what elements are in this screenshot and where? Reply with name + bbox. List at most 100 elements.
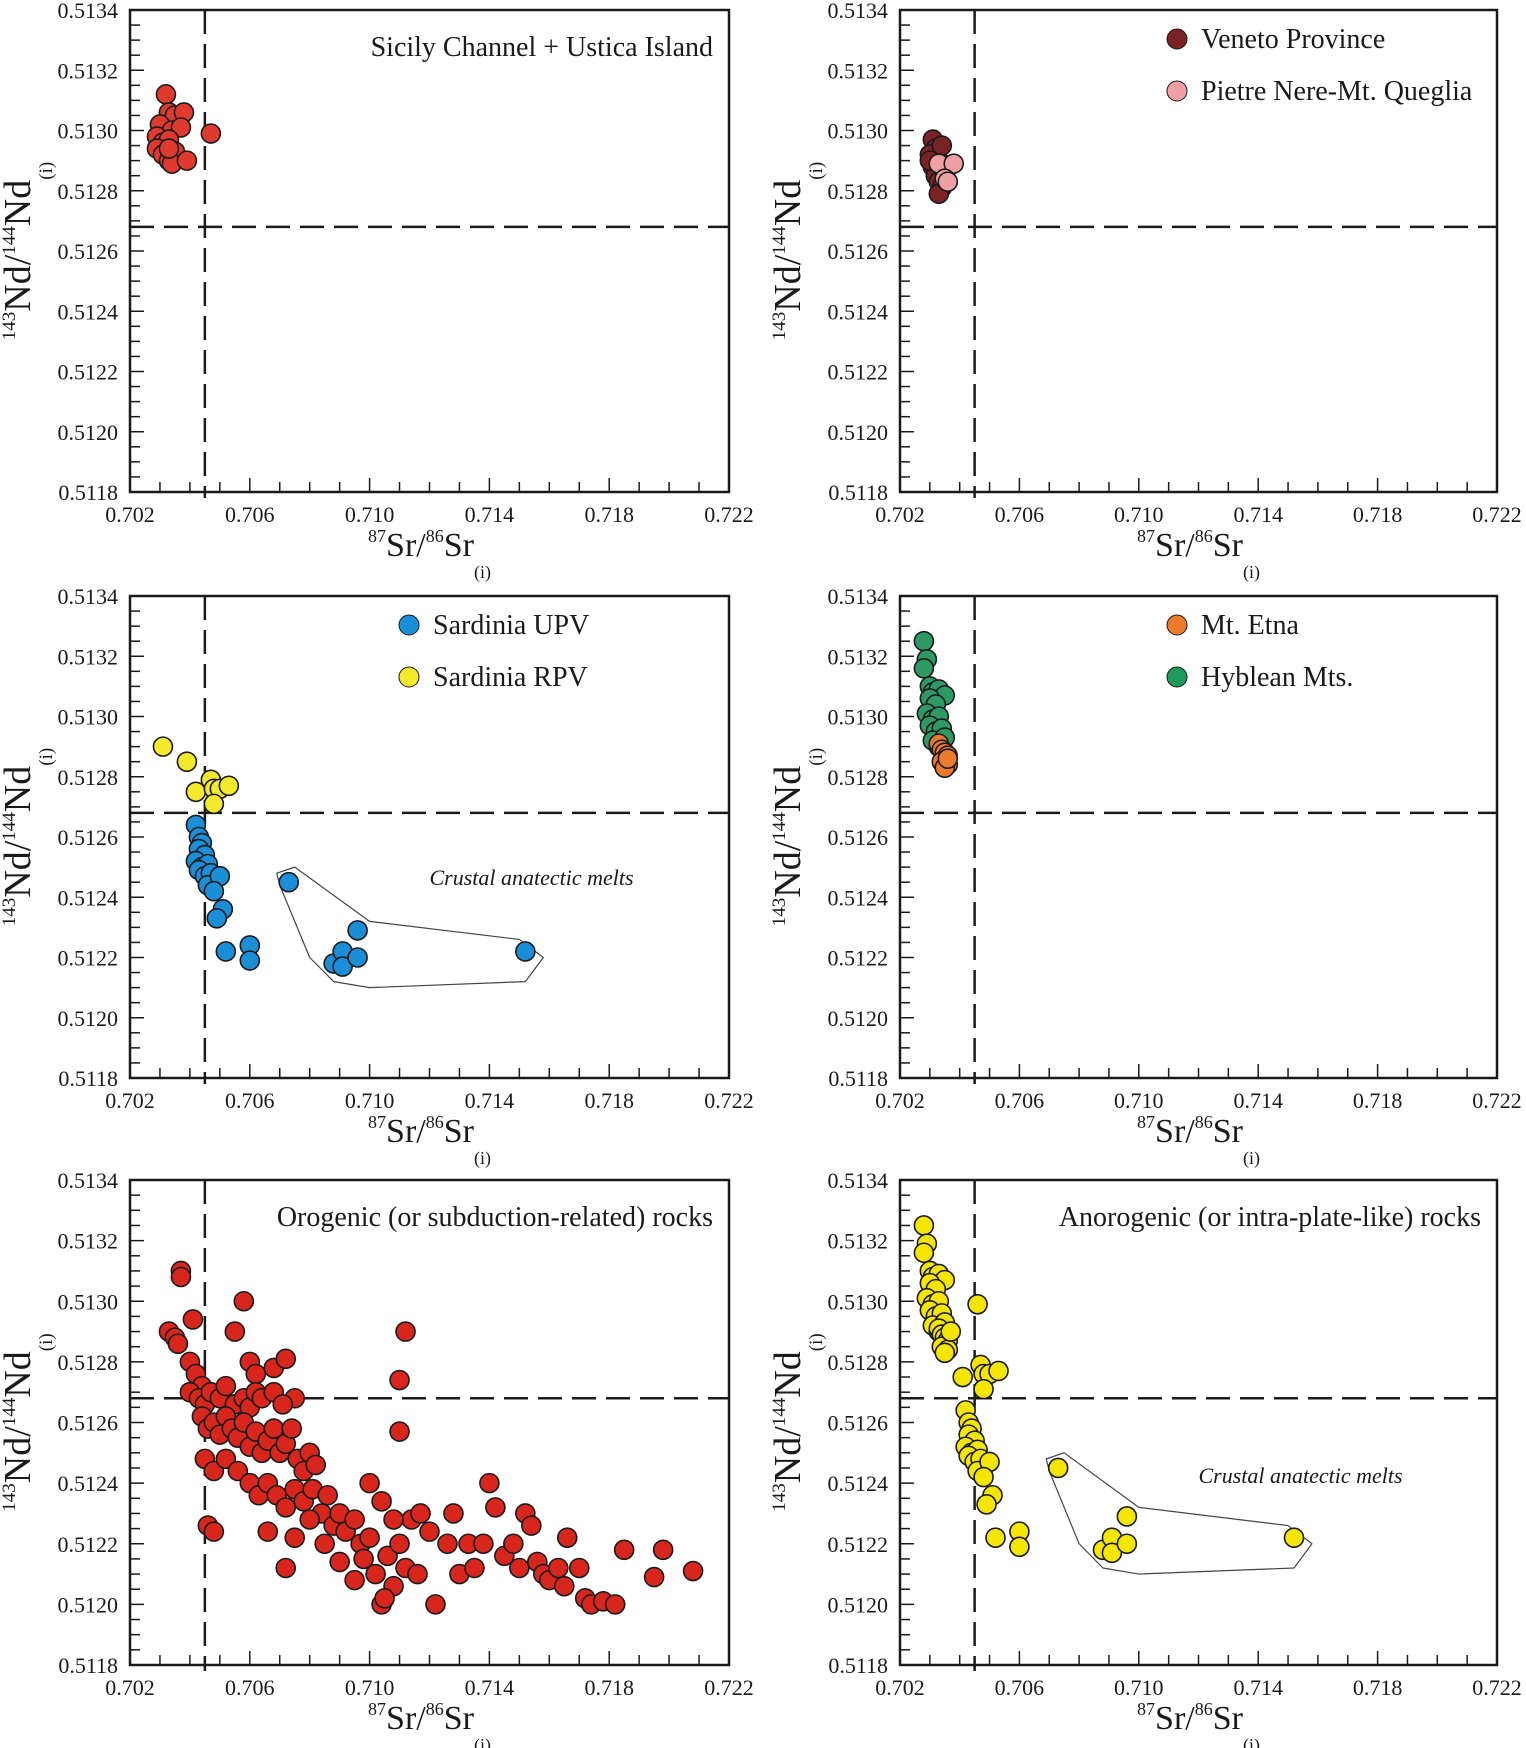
y-tick-label: 0.5122 — [828, 946, 889, 971]
annotation-label: Crustal anatectic melts — [430, 865, 634, 890]
data-point — [203, 793, 225, 815]
y-tick-label: 0.5132 — [828, 1229, 889, 1254]
data-point — [515, 941, 536, 962]
x-tick-label: 0.710 — [345, 1088, 395, 1113]
panel-title: Orogenic (or subduction-related) rocks — [277, 1202, 713, 1233]
data-point — [509, 1557, 530, 1579]
data-point — [272, 1394, 294, 1415]
data-point — [1009, 1536, 1030, 1558]
x-axis-title: 87Sr/86Sr(i) — [368, 1112, 491, 1169]
data-point — [215, 941, 237, 962]
data-point — [281, 1418, 303, 1439]
data-point — [553, 1575, 575, 1597]
x-tick-label: 0.718 — [1353, 1088, 1403, 1113]
data-point — [389, 1421, 410, 1442]
y-tick-label: 0.5120 — [58, 1592, 119, 1617]
legend-marker — [1166, 80, 1188, 102]
data-point — [347, 947, 368, 968]
x-tick-label: 0.706 — [995, 1088, 1045, 1113]
crustal-envelope — [1045, 1452, 1313, 1575]
y-tick-label: 0.5128 — [828, 765, 889, 790]
plot-frame — [898, 1178, 1499, 1667]
y-tick-label: 0.5134 — [58, 0, 119, 23]
data-point — [485, 1497, 506, 1518]
data-point — [682, 1560, 704, 1582]
x-tick-label: 0.714 — [465, 502, 515, 527]
x-tick-label: 0.706 — [225, 1088, 275, 1113]
data-point — [227, 1460, 249, 1482]
data-point — [152, 736, 174, 757]
x-axis-title: 87Sr/86Sr(i) — [368, 526, 491, 583]
legend-marker — [398, 666, 420, 688]
y-tick-label: 0.5134 — [58, 1168, 119, 1193]
y-axis-title: 143Nd/144Nd(i) — [767, 1333, 827, 1511]
legend-item: Pietre Nere-Mt. Queglia — [1166, 76, 1473, 107]
y-tick-label: 0.5128 — [58, 765, 119, 790]
data-point — [934, 1342, 956, 1364]
legend-marker — [1166, 614, 1188, 636]
data-point — [407, 1563, 428, 1585]
data-point — [937, 171, 959, 193]
data-point — [176, 751, 198, 772]
data-point — [425, 1594, 446, 1615]
data-point — [284, 1527, 306, 1548]
data-point — [329, 1551, 350, 1573]
y-tick-label: 0.5120 — [58, 420, 119, 445]
y-tick-label: 0.5118 — [828, 1653, 888, 1678]
y-tick-label: 0.5132 — [828, 644, 889, 669]
data-point — [359, 1472, 380, 1494]
x-tick-label: 0.710 — [345, 1675, 395, 1700]
x-tick-label: 0.710 — [1114, 1675, 1164, 1700]
series-pietre-nere-mt-queglia — [928, 153, 965, 193]
data-point — [437, 1533, 458, 1555]
x-tick-label: 0.702 — [105, 502, 155, 527]
data-point — [239, 950, 261, 971]
data-point — [556, 1527, 578, 1548]
panel-middle-right: 0.5118 0.5120 0.5122 0.5124 0.5126 0.5128 0.51… — [767, 584, 1522, 1169]
x-tick-label: 0.722 — [1472, 502, 1522, 527]
x-tick-label: 0.722 — [704, 502, 754, 527]
data-point — [314, 1533, 335, 1555]
y-tick-label: 0.5124 — [828, 885, 889, 910]
panel-bottom-left: 0.5118 0.5120 0.5122 0.5124 0.5126 0.5128 0.51… — [0, 1168, 754, 1748]
y-tick-label: 0.5132 — [58, 58, 119, 83]
y-tick-label: 0.5122 — [58, 360, 119, 385]
data-point — [940, 1321, 962, 1342]
annotation-label: Crustal anatectic melts — [1199, 1463, 1403, 1488]
data-point — [383, 1509, 404, 1530]
x-tick-label: 0.722 — [704, 1675, 754, 1700]
data-point — [203, 880, 225, 902]
data-point — [332, 956, 353, 977]
y-tick-label: 0.5124 — [828, 299, 889, 324]
data-point — [317, 1484, 338, 1506]
data-point — [943, 153, 965, 174]
legend-label: Veneto Province — [1201, 24, 1385, 55]
y-tick-label: 0.5120 — [828, 1592, 889, 1617]
data-point — [913, 1215, 935, 1236]
data-point — [182, 1309, 204, 1330]
x-tick-label: 0.722 — [1472, 1088, 1522, 1113]
x-tick-label: 0.702 — [875, 1088, 925, 1113]
y-tick-label: 0.5118 — [58, 1066, 118, 1091]
data-point — [976, 1494, 997, 1515]
data-point — [985, 1527, 1006, 1548]
legend-label: Sardinia UPV — [433, 610, 589, 641]
legend-label: Pietre Nere-Mt. Queglia — [1201, 76, 1473, 107]
y-tick-label: 0.5130 — [58, 119, 119, 144]
y-tick-label: 0.5126 — [58, 239, 119, 264]
data-point — [1101, 1542, 1123, 1564]
data-point — [353, 1548, 374, 1570]
y-tick-label: 0.5118 — [58, 480, 118, 505]
legend-label: Sardinia RPV — [433, 662, 588, 693]
data-point — [568, 1557, 590, 1579]
y-tick-label: 0.5132 — [828, 58, 889, 83]
y-tick-label: 0.5132 — [58, 644, 119, 669]
data-point — [215, 1375, 237, 1397]
legend-item: Mt. Etna — [1166, 610, 1300, 641]
data-point — [203, 1460, 225, 1482]
panel-top-right: 0.5118 0.5120 0.5122 0.5124 0.5126 0.5128 0.51… — [767, 0, 1522, 583]
plot-frame — [898, 594, 1499, 1080]
panel-middle-left: 0.5118 0.5120 0.5122 0.5124 0.5126 0.5128 0.51… — [0, 584, 754, 1169]
data-point — [464, 1557, 485, 1579]
data-point — [305, 1454, 326, 1476]
